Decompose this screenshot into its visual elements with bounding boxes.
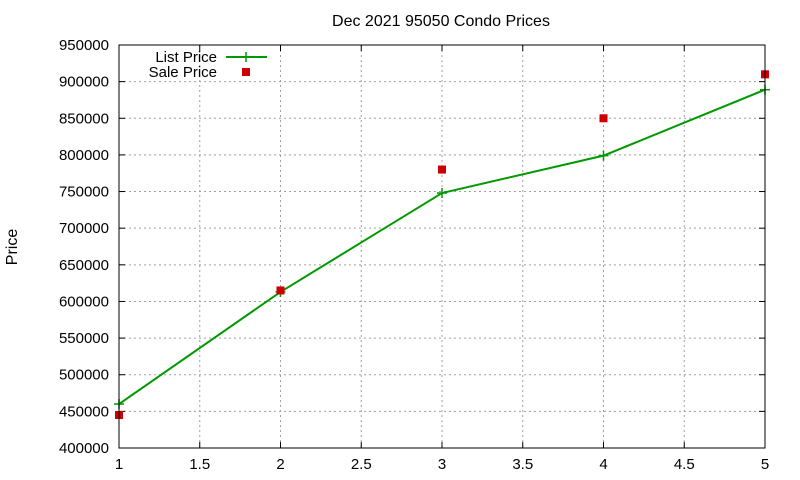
x-tick-label: 4.5 [674,456,695,473]
data-point [438,165,446,174]
x-tick-label: 5 [761,456,769,473]
legend-label: List Price [155,49,217,66]
x-tick-label: 1.5 [189,456,210,473]
x-tick-label: 4 [599,456,607,473]
y-tick-label: 750000 [59,184,109,201]
x-tick-label: 3 [438,456,446,473]
tick-labels: 1 1.5 2 2.5 3 3.5 4 4.5 5 400000 450000 500000 55000… [59,37,769,473]
y-tick-label: 700000 [59,220,109,237]
y-tick-label: 950000 [59,37,109,54]
data-point [599,114,608,123]
data-point [276,286,285,295]
y-tick-label: 800000 [59,147,109,164]
y-tick-label: 400000 [59,440,109,457]
y-tick-label: 850000 [59,110,109,127]
data-point [437,188,447,199]
data-point [598,150,609,161]
x-tick-label: 1 [115,456,123,473]
legend-marker [241,52,251,62]
legend-marker [242,68,250,76]
y-tick-label: 900000 [59,74,109,91]
x-tick-label: 3.5 [512,456,533,473]
y-tick-label: 600000 [59,293,109,310]
grid [119,45,765,448]
plot-frame [118,44,766,449]
y-axis-title: Price [4,229,21,266]
chart-title: Dec 2021 95050 Condo Prices [332,13,550,30]
y-tick-label: 650000 [59,257,109,274]
x-tick-label: 2 [276,456,284,473]
x-tick-label: 2.5 [351,456,372,473]
y-tick-label: 450000 [59,403,109,420]
y-tick-label: 550000 [59,330,109,347]
y-tick-label: 500000 [59,367,109,384]
legend-label: Sale Price [149,64,217,81]
